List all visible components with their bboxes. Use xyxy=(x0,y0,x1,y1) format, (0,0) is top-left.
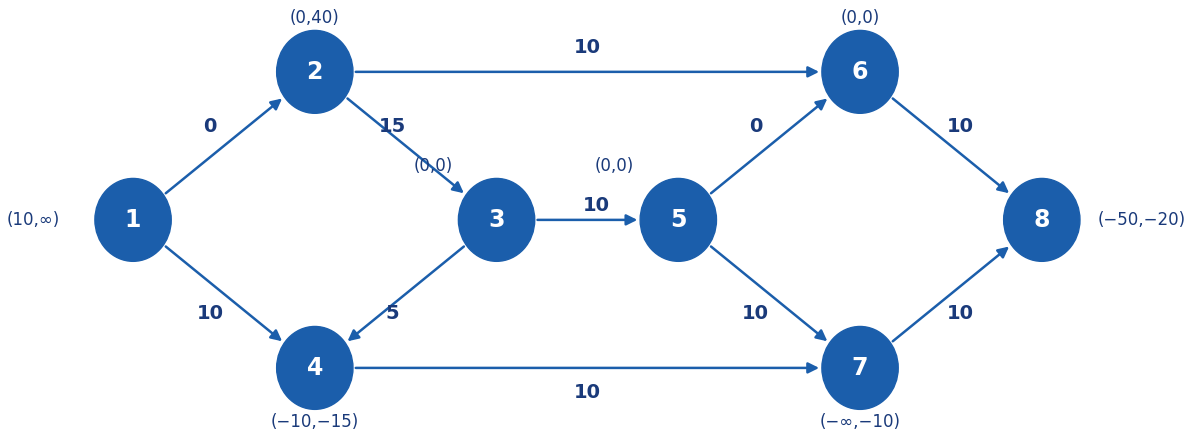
Text: 10: 10 xyxy=(946,116,974,136)
Circle shape xyxy=(640,178,716,262)
Text: 5: 5 xyxy=(385,304,398,323)
Text: (0,0): (0,0) xyxy=(414,157,452,174)
Text: 5: 5 xyxy=(670,208,687,232)
Text: 8: 8 xyxy=(1033,208,1050,232)
Text: 4: 4 xyxy=(306,356,323,380)
Text: 10: 10 xyxy=(946,304,974,323)
Text: (0,0): (0,0) xyxy=(841,9,880,26)
Circle shape xyxy=(822,30,898,113)
Text: 3: 3 xyxy=(488,208,505,232)
Text: 10: 10 xyxy=(197,304,224,323)
Circle shape xyxy=(822,326,898,409)
Circle shape xyxy=(276,326,353,409)
Text: (0,0): (0,0) xyxy=(596,157,634,174)
Text: (−50,−20): (−50,−20) xyxy=(1098,211,1186,229)
Text: 7: 7 xyxy=(852,356,868,380)
Text: (0,40): (0,40) xyxy=(289,9,340,26)
Text: 6: 6 xyxy=(852,60,868,84)
Text: 10: 10 xyxy=(574,38,600,57)
Circle shape xyxy=(458,178,535,262)
Circle shape xyxy=(276,30,353,113)
Text: 0: 0 xyxy=(749,116,762,136)
Text: (10,∞): (10,∞) xyxy=(6,211,60,229)
Text: (−∞,−10): (−∞,−10) xyxy=(819,413,901,431)
Circle shape xyxy=(94,178,171,262)
Text: 0: 0 xyxy=(203,116,216,136)
Text: 10: 10 xyxy=(742,304,769,323)
Text: 10: 10 xyxy=(574,383,600,402)
Circle shape xyxy=(1003,178,1080,262)
Text: 1: 1 xyxy=(124,208,141,232)
Text: 15: 15 xyxy=(378,116,405,136)
Text: 10: 10 xyxy=(582,196,610,215)
Text: (−10,−15): (−10,−15) xyxy=(270,413,359,431)
Text: 2: 2 xyxy=(306,60,323,84)
